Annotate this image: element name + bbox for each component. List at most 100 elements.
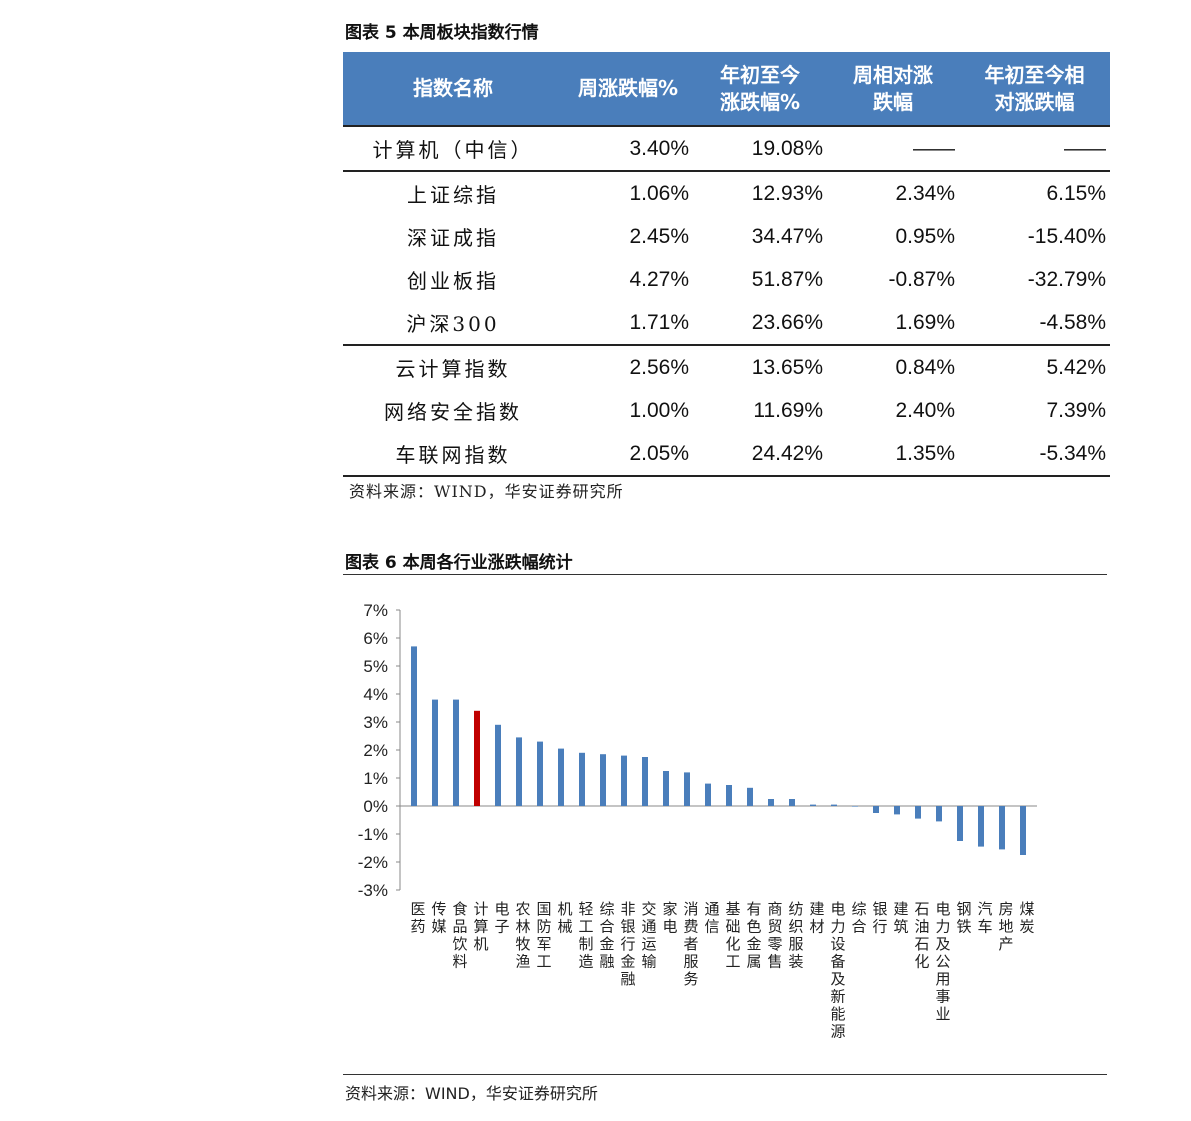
row-week-change: 2.56% [563,344,693,389]
row-ytd-change: 12.93% [693,170,827,215]
bar [915,806,921,819]
table-row: 创业板指 4.27% 51.87% -0.87% -32.79% [343,258,1110,301]
header-week-change: 周涨跌幅% [563,52,693,126]
x-tick-label: 电子 [494,900,509,936]
x-tick-label: 轻工制造 [578,900,593,971]
row-name: 车联网指数 [343,432,563,477]
row-relative-ytd: —— [959,125,1110,171]
table-header-row: 指数名称 周涨跌幅% 年初至今 涨跌幅% 周相对涨 跌幅 年初至今相 对涨跌幅 [343,52,1110,126]
row-week-change: 2.45% [629,224,689,248]
row-ytd-change: 19.08% [693,125,827,171]
row-week-change: 4.27% [629,267,689,291]
row-relative-week: 2.34% [827,170,959,215]
bar [495,724,501,806]
row-name: 深证成指 [407,226,499,250]
x-tick-label: 农林牧渔 [515,900,530,971]
figure-6-bottom-rule [343,1074,1107,1075]
row-week-change: 1.71% [629,310,689,334]
x-tick-label: 石油石化 [914,900,929,971]
row-name: 创业板指 [407,269,499,293]
bar [453,699,459,806]
bar [789,799,795,806]
x-tick-label: 综合金融 [599,900,614,971]
y-tick-label: 1% [363,769,388,788]
bar [474,710,480,806]
x-tick-label: 房地产 [998,900,1013,953]
row-relative-ytd: -32.79% [1027,267,1106,291]
x-tick-label: 有色金属 [746,900,761,971]
x-tick-label: 家电 [662,900,677,936]
bar [831,804,837,806]
bar [432,699,438,806]
row-ytd-change: 23.66% [751,310,823,334]
x-tick-label: 电力设备及新能源 [830,900,845,1041]
x-tick-label: 国防军工 [536,900,551,971]
bar [936,806,942,822]
y-tick-label: 5% [363,657,388,676]
y-tick-label: 6% [363,629,388,648]
x-tick-label: 通信 [704,900,719,936]
figure-6-title: 图表 6 本周各行业涨跌幅统计 [345,553,573,573]
y-tick-label: 3% [363,713,388,732]
x-tick-label: 传媒 [431,900,446,936]
row-relative-week: 2.40% [895,398,955,422]
row-relative-ytd: -5.34% [959,432,1110,477]
x-tick-label: 商贸零售 [767,900,782,971]
x-tick-label: 汽车 [977,900,992,936]
bar [810,804,816,806]
bar [768,799,774,806]
x-tick-label: 医药 [410,900,425,936]
bar [537,741,543,806]
bar [705,783,711,806]
row-week-change: 1.06% [563,170,693,215]
row-relative-week: -0.87% [888,267,955,291]
table-5-title: 图表 5 本周板块指数行情 [345,23,539,43]
bar [642,757,648,806]
bar [999,806,1005,850]
bar [726,785,732,806]
x-tick-label: 建材 [809,900,824,936]
x-tick-label: 基础化工 [725,900,740,971]
bar [747,787,753,806]
table-row: 深证成指 2.45% 34.47% 0.95% -15.40% [343,215,1110,258]
header-index-name: 指数名称 [343,52,563,126]
row-relative-week: —— [827,125,959,171]
bar [558,748,564,806]
header-relative-week: 周相对涨 跌幅 [827,52,959,126]
row-ytd-change: 34.47% [751,224,823,248]
bar [411,646,417,806]
row-name: 云计算指数 [343,344,563,389]
x-tick-label: 钢铁 [956,900,971,936]
row-name: 上证综指 [343,170,563,215]
x-tick-label: 交通运输 [641,900,656,971]
x-tick-label: 纺织服装 [788,900,803,971]
bar [621,755,627,806]
x-tick-label: 综合 [851,900,866,936]
table-row: 网络安全指数 1.00% 11.69% 2.40% 7.39% [343,389,1110,432]
table-row: 计算机（中信） 3.40% 19.08% —— —— [343,125,1110,171]
row-relative-ytd: 5.42% [959,344,1110,389]
y-tick-label: -1% [358,825,388,844]
header-ytd-change: 年初至今 涨跌幅% [693,52,827,126]
table-row: 沪深300 1.71% 23.66% 1.69% -4.58% [343,301,1110,345]
row-ytd-change: 24.42% [693,432,827,477]
row-relative-week: 0.95% [895,224,955,248]
bar [852,806,858,807]
bar [516,737,522,806]
x-tick-label: 食品饮料 [452,900,467,971]
bar [1020,806,1026,855]
row-name: 沪深300 [406,312,500,336]
row-relative-week: 1.69% [895,310,955,334]
figure-6-title-rule [343,574,1107,575]
y-tick-label: 2% [363,741,388,760]
industry-change-bar-chart: 7% 6% 5% 4% 3% 2% 1% 0% -1% -2% -3% 医药传媒食品饮料计算机电子农林… [358,601,1037,1041]
table-5-source: 资料来源：WIND，华安证券研究所 [349,482,624,501]
row-ytd-change: 51.87% [751,267,823,291]
x-tick-label: 消费者服务 [683,900,698,988]
row-week-change: 3.40% [563,125,693,171]
x-tick-label: 电力及公用事业 [935,900,950,1023]
row-ytd-change: 11.69% [753,398,823,422]
bar [600,754,606,806]
y-tick-label: -3% [358,881,388,900]
figure-6-source: 资料来源：WIND，华安证券研究所 [345,1084,598,1103]
